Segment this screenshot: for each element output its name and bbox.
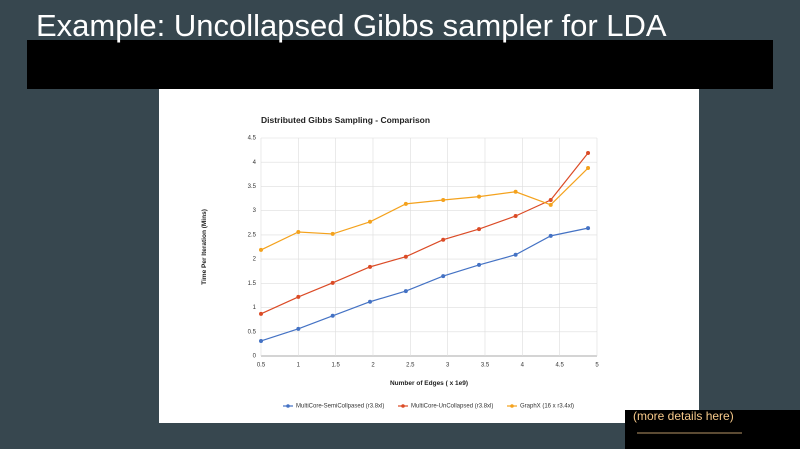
data-point — [259, 247, 263, 252]
data-point — [441, 274, 446, 279]
data-point — [548, 202, 553, 207]
data-point — [477, 262, 482, 267]
data-point — [586, 166, 591, 171]
data-point — [403, 254, 408, 259]
data-point — [477, 227, 482, 232]
more-details-link[interactable]: (more details here) — [633, 409, 734, 423]
x-tick-label: 4 — [521, 363, 525, 369]
data-point — [368, 219, 373, 224]
chart-title: Distributed Gibbs Sampling - Comparison — [261, 115, 430, 125]
data-point — [259, 338, 263, 343]
legend-marker — [510, 404, 514, 408]
y-axis-title: Time Per Iteration (Mins) — [201, 209, 208, 285]
x-tick-label: 2.5 — [406, 363, 415, 369]
x-tick-label: 3 — [446, 363, 450, 369]
x-tick-label: 3.5 — [481, 363, 490, 369]
y-tick-label: 0 — [253, 354, 257, 360]
y-tick-label: 0.5 — [248, 329, 257, 335]
series-line — [260, 167, 589, 251]
y-tick-label: 3.5 — [248, 184, 257, 190]
legend-label: MultiCore-SemiCollpased (r3.8xl) — [296, 404, 384, 410]
x-tick-label: 0.5 — [257, 363, 266, 369]
x-tick-label: 5 — [595, 363, 599, 369]
y-tick-label: 1 — [253, 305, 257, 311]
data-point — [513, 252, 518, 257]
data-point — [330, 231, 335, 236]
chart-image — [159, 89, 699, 423]
legend-marker — [286, 404, 290, 408]
y-tick-label: 4.5 — [248, 136, 257, 142]
data-point — [368, 264, 373, 269]
y-tick-label: 2 — [253, 257, 257, 263]
legend-label: MultiCore-UnCollapsed (r3.8xl) — [411, 404, 493, 410]
y-tick-label: 4 — [253, 160, 257, 166]
data-point — [548, 233, 553, 238]
legend-label: GraphX (16 x r3.4xl) — [520, 404, 574, 410]
data-point — [548, 198, 553, 203]
data-point — [296, 229, 301, 234]
series-line — [260, 152, 589, 315]
x-tick-label: 1 — [297, 363, 301, 369]
data-point — [259, 311, 263, 316]
data-point — [403, 201, 408, 206]
data-point — [441, 237, 446, 242]
data-point — [368, 299, 373, 304]
data-point — [441, 198, 446, 203]
data-point — [586, 226, 591, 231]
link-box — [625, 410, 800, 449]
data-point — [296, 326, 301, 331]
x-tick-label: 1.5 — [331, 363, 340, 369]
x-tick-label: 4.5 — [555, 363, 564, 369]
data-point — [330, 313, 335, 318]
data-point — [513, 189, 518, 194]
data-point — [330, 280, 335, 285]
data-point — [403, 289, 408, 294]
y-tick-label: 3 — [253, 208, 257, 214]
legend-marker — [401, 404, 405, 408]
y-tick-label: 2.5 — [248, 232, 257, 238]
series-line — [260, 227, 589, 342]
data-point — [586, 151, 591, 156]
slide-title: Example: Uncollapsed Gibbs sampler for L… — [36, 8, 667, 43]
y-tick-label: 1.5 — [248, 281, 257, 287]
data-point — [296, 294, 301, 299]
data-point — [477, 194, 482, 199]
data-point — [513, 213, 518, 218]
title-bar — [27, 40, 773, 89]
x-axis-title: Number of Edges ( x 1e9) — [390, 380, 468, 387]
plot: 00.511.522.533.544.50.5 1 1.5 2 2.5 3 3.5 4 4.5 5… — [248, 136, 600, 410]
x-tick-label: 2 — [371, 363, 375, 369]
